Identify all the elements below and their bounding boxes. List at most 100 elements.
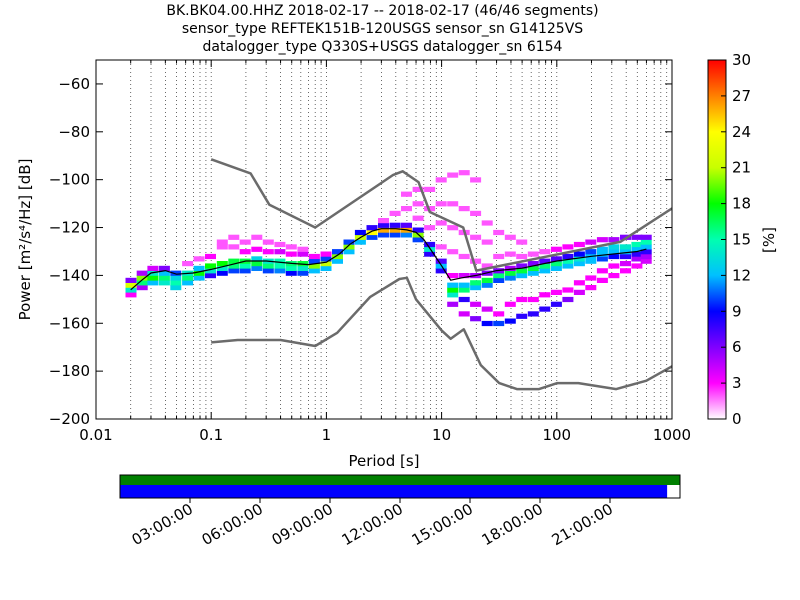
heatmap-cell <box>378 232 389 238</box>
heatmap-cell <box>308 268 320 274</box>
x-tick-label: 0.01 <box>79 426 112 444</box>
heatmap-cell <box>550 265 562 271</box>
colorbar-tick-label: 30 <box>732 51 751 69</box>
heatmap-cell <box>285 270 297 276</box>
heatmap-cell <box>640 234 652 240</box>
heatmap-cell <box>389 227 401 233</box>
heatmap-cell <box>332 249 343 255</box>
heatmap-cell <box>170 275 182 281</box>
heatmap-cell <box>527 261 539 267</box>
heatmap-cell <box>585 285 597 291</box>
heatmap-cell <box>216 265 228 271</box>
heatmap-cell <box>470 316 482 322</box>
heatmap-cell <box>447 287 459 293</box>
heatmap-cell <box>239 268 251 274</box>
heatmap-cell <box>620 253 631 260</box>
heatmap-cell <box>435 201 447 207</box>
heatmap-cell <box>216 261 228 267</box>
heatmap-cell <box>424 186 436 192</box>
heatmap-cell <box>631 241 643 248</box>
heatmap-cell <box>216 244 228 250</box>
heatmap-cell <box>274 263 286 269</box>
heatmap-cell <box>216 239 228 245</box>
heatmap-cell <box>205 263 216 269</box>
heatmap-cell <box>389 232 401 238</box>
heatmap-cell <box>573 289 585 295</box>
heatmap-cell <box>527 270 539 276</box>
colorbar-tick-label: 12 <box>732 266 751 284</box>
heatmap-cell <box>435 220 447 226</box>
heatmap-cell <box>297 265 309 271</box>
heatmap-cell <box>562 258 574 264</box>
x-tick-label: 100 <box>542 426 571 444</box>
heatmap-cell <box>470 177 482 183</box>
colorbar-tick-label: 3 <box>732 374 742 392</box>
heatmap-cell <box>136 275 148 281</box>
heatmap-cell <box>158 280 170 286</box>
heatmap-cell <box>158 275 170 281</box>
heatmap-cell <box>435 244 447 250</box>
heatmap-cell <box>504 270 516 276</box>
heatmap-cell <box>493 273 505 279</box>
heatmap-cell <box>527 296 539 303</box>
heatmap-cell <box>412 237 424 243</box>
heatmap-cell <box>193 270 205 276</box>
heatmap-cell <box>354 229 366 236</box>
heatmap-cell <box>481 263 493 269</box>
x-tick-label: 10 <box>432 426 451 444</box>
heatmap-cell <box>620 268 631 274</box>
heatmap-cell <box>516 239 528 245</box>
heatmap-cell <box>308 253 320 260</box>
heatmap-cell <box>550 246 562 252</box>
heatmap-cell <box>458 273 470 279</box>
heatmap-cell <box>527 311 539 317</box>
time-tick-label: 12:00:00 <box>339 500 406 549</box>
heatmap-cell <box>216 270 228 276</box>
heatmap-cell <box>147 265 159 271</box>
heatmap-cell <box>193 275 205 281</box>
heatmap-cell <box>539 249 551 255</box>
heatmap-cell <box>320 261 332 267</box>
heatmap-cell <box>516 296 528 303</box>
heatmap-cell <box>573 251 585 257</box>
model-curves <box>130 158 672 391</box>
heatmap-cell <box>170 285 182 291</box>
heatmap-cell <box>239 249 251 255</box>
y-tick-label: −140 <box>49 266 90 284</box>
colorbar-tick-label: 0 <box>732 410 742 428</box>
chart-title-line-1: BK.BK04.00.HHZ 2018-02-17 -- 2018-02-17 … <box>166 3 599 19</box>
heatmap-cell <box>424 246 436 252</box>
y-tick-label: −160 <box>49 314 90 332</box>
heatmap-cell <box>239 239 251 245</box>
heatmap-cell <box>424 241 436 248</box>
heatmap-cell <box>228 244 240 250</box>
colorbar-tick-label: 6 <box>732 338 742 356</box>
heatmap-cell <box>401 191 412 197</box>
low-noise-model-line <box>211 276 672 391</box>
heatmap-cell <box>366 229 378 236</box>
heatmap-cell <box>562 253 574 260</box>
heatmap-cell <box>262 249 274 255</box>
heatmap-cell <box>354 239 366 245</box>
coverage-bar: 03:00:00 06:00:00 09:00:00 12:00:00 15:00:00… <box>119 474 681 549</box>
time-tick-label: 15:00:00 <box>409 500 476 549</box>
heatmap-cell <box>608 263 620 269</box>
heatmap-cell <box>470 301 482 307</box>
heatmap-cell <box>251 246 263 252</box>
colorbar-tick-label: 9 <box>732 302 742 320</box>
heatmap-cell <box>470 285 482 291</box>
heatmap-cell <box>516 273 528 279</box>
heatmap-cell <box>470 258 482 264</box>
heatmap-cell <box>470 234 482 240</box>
colorbar-label: [%] <box>760 227 778 253</box>
heatmap-cell <box>182 275 194 281</box>
heatmap-cell <box>389 210 401 216</box>
heatmap-cell <box>332 258 343 264</box>
heatmap-cell <box>573 280 585 286</box>
heatmap-cell <box>343 249 355 255</box>
heatmap-cell <box>562 287 574 293</box>
colorbar-tick-label: 21 <box>732 159 751 177</box>
heatmap-cell <box>458 253 470 260</box>
heatmap-cell <box>481 220 493 226</box>
ppsd-heatmap <box>125 170 652 327</box>
